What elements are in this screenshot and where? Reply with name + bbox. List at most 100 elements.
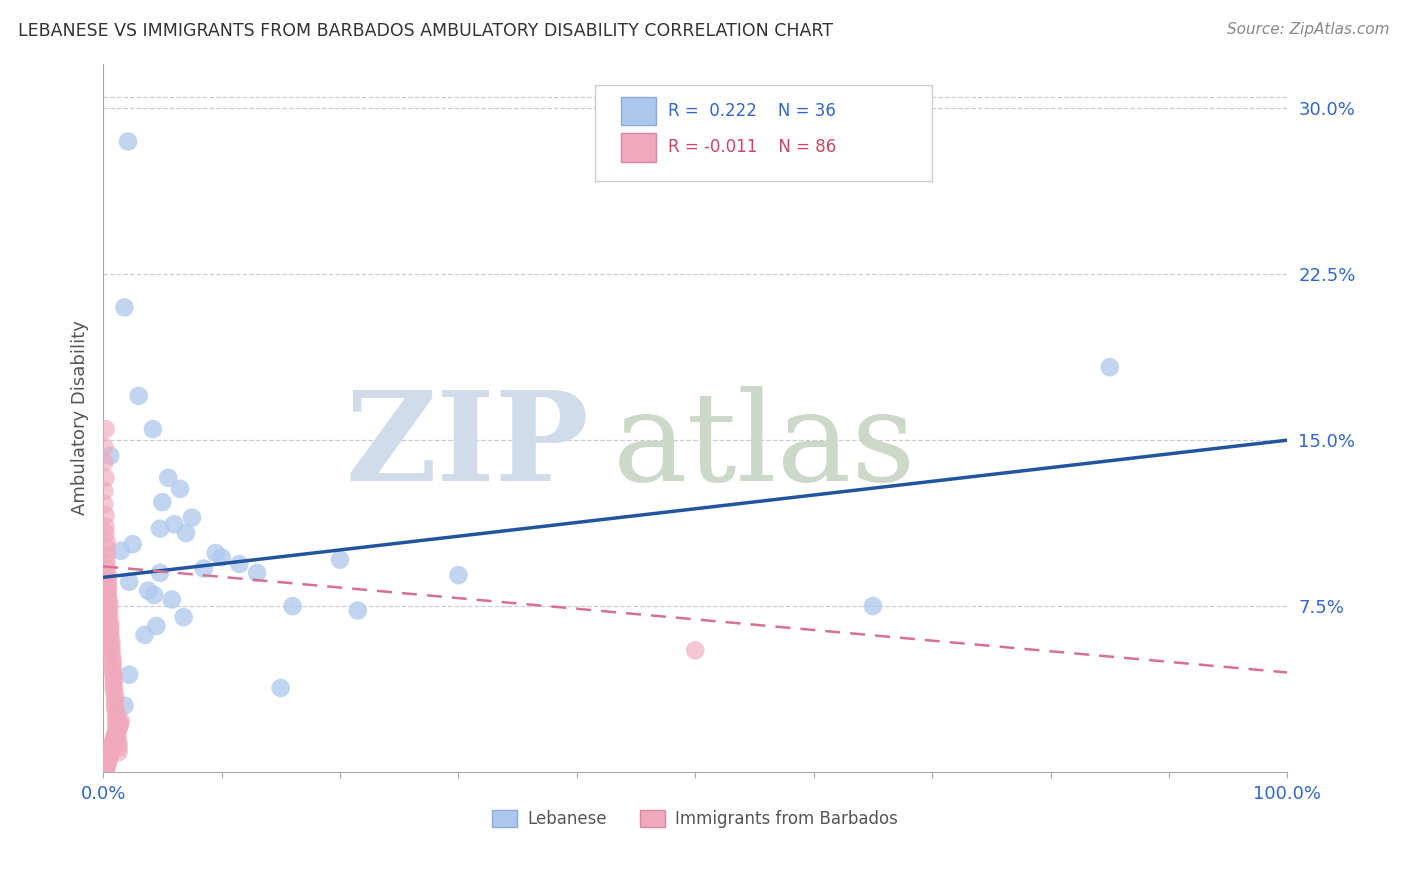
Point [143,588,166,602]
Point [98,603,121,617]
Point [100,648,122,662]
Point [104,701,127,715]
Point [103,683,125,698]
FancyBboxPatch shape [620,96,657,125]
Point [1098,360,1121,375]
Point [163,517,186,532]
Point [91,761,114,775]
Point [93,754,115,768]
Point [97,577,120,591]
Point [105,727,128,741]
Point [97,568,120,582]
Point [94,508,117,523]
Point [270,681,292,695]
Point [108,716,131,731]
Point [246,566,269,580]
Point [105,725,128,739]
Point [93,440,115,454]
FancyBboxPatch shape [620,133,657,161]
Point [110,543,132,558]
Point [98,621,121,635]
Point [862,599,884,614]
Legend: Lebanese, Immigrants from Barbados: Lebanese, Immigrants from Barbados [485,803,905,835]
Point [98,599,121,614]
Point [193,561,215,575]
Point [173,610,195,624]
Text: Source: ZipAtlas.com: Source: ZipAtlas.com [1226,22,1389,37]
Point [96,548,118,562]
Point [101,739,124,753]
Point [94,471,117,485]
Point [100,634,122,648]
Point [281,599,304,614]
Point [98,752,121,766]
Point [98,612,121,626]
Point [160,592,183,607]
Point [97,756,120,771]
Point [169,482,191,496]
Point [204,546,226,560]
Point [150,495,173,509]
Point [117,135,139,149]
Point [108,718,131,732]
Point [91,752,114,766]
Point [96,758,118,772]
Point [145,619,167,633]
Point [149,522,172,536]
Point [100,740,122,755]
Point [98,745,121,759]
Point [121,537,143,551]
Point [447,568,470,582]
Point [94,763,117,777]
Point [103,670,125,684]
Point [104,688,127,702]
Point [101,661,124,675]
Point [98,449,121,463]
Point [134,628,156,642]
Point [93,484,115,499]
Point [101,665,124,680]
Point [105,718,128,732]
Point [128,389,150,403]
Point [93,763,115,777]
Point [107,745,129,759]
Point [105,723,128,737]
Point [118,667,141,681]
Point [107,721,129,735]
Point [101,657,124,671]
Point [97,586,120,600]
Point [228,557,250,571]
Point [107,740,129,755]
Point [105,714,128,728]
Point [107,736,129,750]
Point [105,706,128,720]
Point [136,583,159,598]
Point [94,526,117,541]
Point [114,698,136,713]
Point [101,736,124,750]
Point [96,535,118,549]
Point [103,674,125,689]
Text: R =  0.222    N = 36: R = 0.222 N = 36 [668,102,837,120]
Point [104,697,127,711]
Point [105,723,128,737]
Point [91,756,114,771]
Point [97,573,120,587]
Point [93,749,115,764]
Point [683,643,706,657]
Point [93,455,115,469]
Point [98,595,121,609]
Point [98,616,121,631]
Point [101,652,124,666]
Point [105,731,128,746]
Text: R = -0.011    N = 86: R = -0.011 N = 86 [668,138,837,156]
Point [96,561,118,575]
Point [97,582,120,596]
Point [96,541,118,556]
Point [329,552,352,566]
Point [100,743,122,757]
Point [142,422,165,436]
Point [157,471,180,485]
Point [96,555,118,569]
Point [103,679,125,693]
